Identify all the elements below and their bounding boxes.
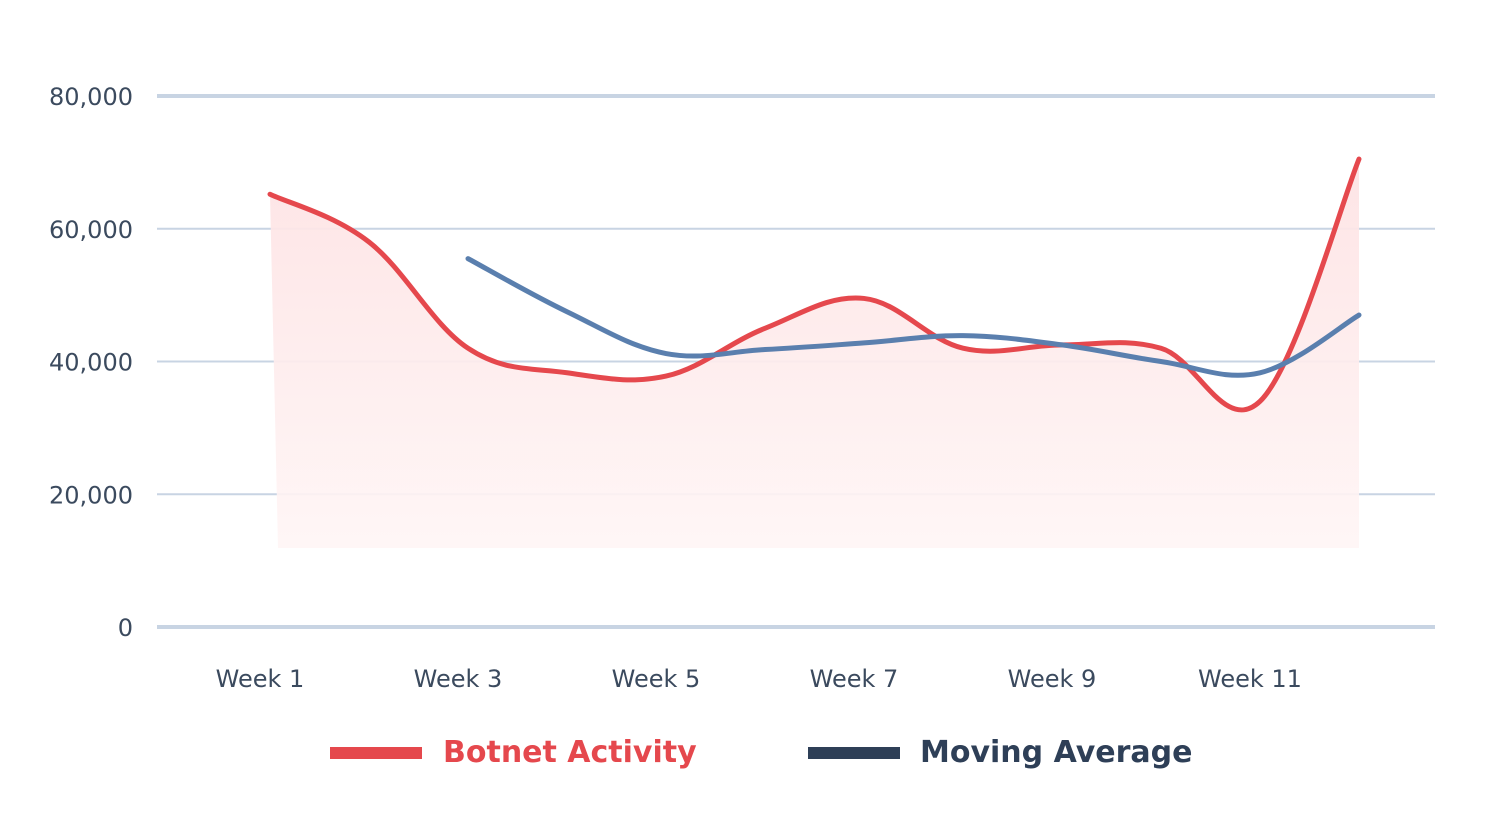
series-line-moving-average[interactable] [465, 256, 1362, 378]
legend-swatch-botnet-activity [330, 747, 422, 759]
area-fill [270, 159, 1359, 548]
x-tick-label: Week 1 [216, 665, 305, 693]
y-tick-label: 40,000 [49, 349, 133, 377]
x-tick-label: Week 7 [810, 665, 899, 693]
area-botnet-activity [270, 159, 1359, 548]
legend-label-moving-average: Moving Average [920, 735, 1193, 770]
legend-label-botnet-activity: Botnet Activity [443, 735, 697, 770]
x-tick-label: Week 5 [612, 665, 701, 693]
y-axis-ticks: 0 20,000 40,000 60,000 80,000 [49, 83, 133, 642]
y-tick-label: 20,000 [49, 481, 133, 509]
legend-item-botnet-activity[interactable]: Botnet Activity [330, 735, 697, 770]
legend-item-moving-average[interactable]: Moving Average [808, 735, 1193, 770]
series-line-botnet-activity[interactable] [267, 156, 1362, 413]
y-tick-label: 80,000 [49, 83, 133, 111]
series-lines [267, 156, 1362, 413]
legend: Botnet Activity Moving Average [330, 735, 1193, 770]
x-tick-label: Week 11 [1198, 665, 1302, 693]
x-tick-label: Week 3 [414, 665, 503, 693]
x-tick-label: Week 9 [1008, 665, 1097, 693]
y-tick-label: 60,000 [49, 216, 133, 244]
y-tick-label: 0 [118, 614, 133, 642]
legend-swatch-moving-average [808, 747, 900, 759]
x-axis-ticks: Week 1 Week 3 Week 5 Week 7 Week 9 Week 11 [216, 665, 1302, 693]
